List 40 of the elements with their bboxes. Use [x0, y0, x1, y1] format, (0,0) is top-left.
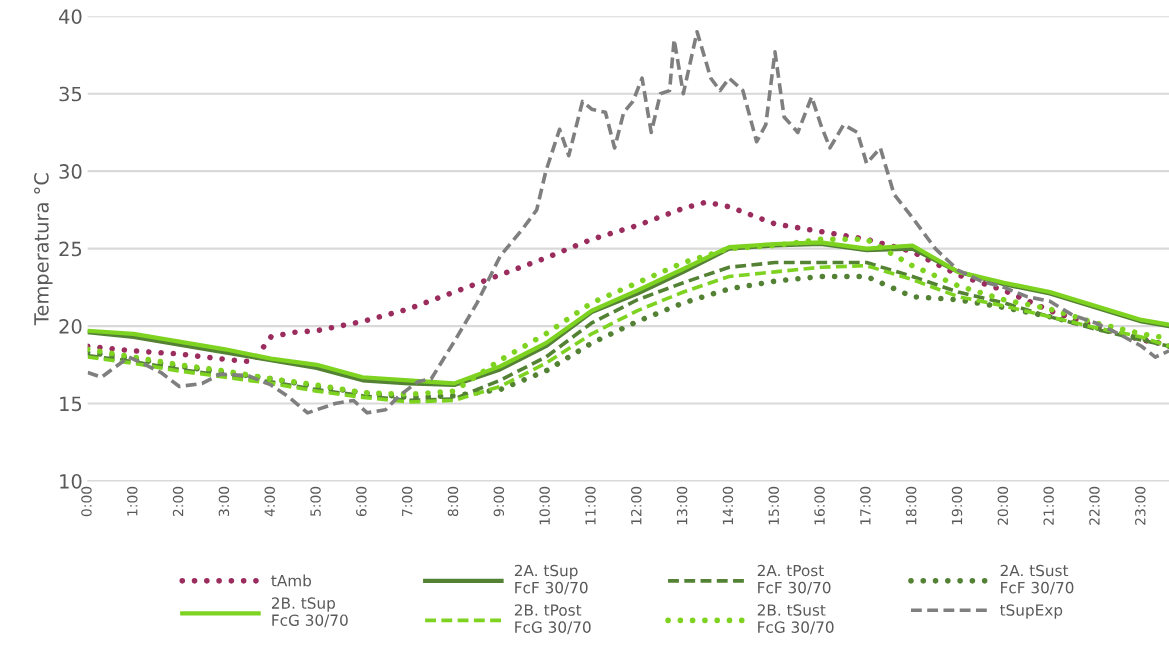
- y-tick-label: 10: [60, 473, 82, 489]
- x-tick-label: 18:00: [905, 486, 917, 525]
- legend-label: 2B. tSup FcG 30/70: [271, 597, 348, 628]
- x-tick-label: 0:00: [81, 486, 92, 517]
- x-tick-label: 9:00: [493, 486, 505, 517]
- x-tick-label: 16:00: [814, 486, 825, 525]
- legend-label: 2A. tSup FcF 30/70: [514, 564, 588, 595]
- y-tick-label: 15: [60, 396, 82, 412]
- x-tick-label: 23:00: [1135, 486, 1146, 525]
- y-axis-title: Temperatura °C: [34, 173, 53, 326]
- x-tick-label: 17:00: [860, 486, 871, 525]
- legend-label: 2B. tPost FcG 30/70: [514, 604, 591, 635]
- y-tick-label: 25: [59, 241, 82, 257]
- x-tick-label: 5:00: [310, 486, 321, 516]
- x-tick-label: 8:00: [447, 486, 459, 517]
- x-tick-label: 15:00: [768, 486, 779, 525]
- y-tick-label: 40: [59, 9, 82, 24]
- y-tick-label: 35: [59, 86, 82, 102]
- x-tick-label: 3:00: [218, 486, 230, 516]
- legend-label: 2A. tSust FcF 30/70: [1000, 564, 1074, 595]
- x-tick-label: 1:00: [127, 486, 138, 516]
- legend-label: 2A. tPost FcF 30/70: [757, 564, 831, 595]
- x-tick-label: 21:00: [1043, 486, 1054, 525]
- x-tick-label: 22:00: [1089, 486, 1100, 525]
- x-tick-label: 20:00: [997, 486, 1009, 525]
- x-tick-label: 12:00: [631, 486, 642, 525]
- x-tick-label: 11:00: [585, 486, 596, 525]
- legend-label: tSupExp: [999, 604, 1063, 619]
- x-tick-label: 13:00: [676, 486, 688, 525]
- y-tick-label: 30: [59, 164, 82, 179]
- y-tick-label: 20: [59, 319, 82, 334]
- x-tick-label: 4:00: [264, 486, 275, 517]
- x-tick-label: 2:00: [172, 486, 184, 517]
- x-tick-label: 6:00: [356, 486, 367, 517]
- x-tick-label: 14:00: [722, 486, 734, 525]
- x-tick-label: 7:00: [401, 486, 413, 516]
- legend-label: tAmb: [271, 574, 312, 587]
- x-tick-label: 10:00: [539, 486, 550, 525]
- legend-label: 2B. tSust FcG 30/70: [757, 604, 834, 635]
- x-tick-label: 19:00: [951, 486, 963, 525]
